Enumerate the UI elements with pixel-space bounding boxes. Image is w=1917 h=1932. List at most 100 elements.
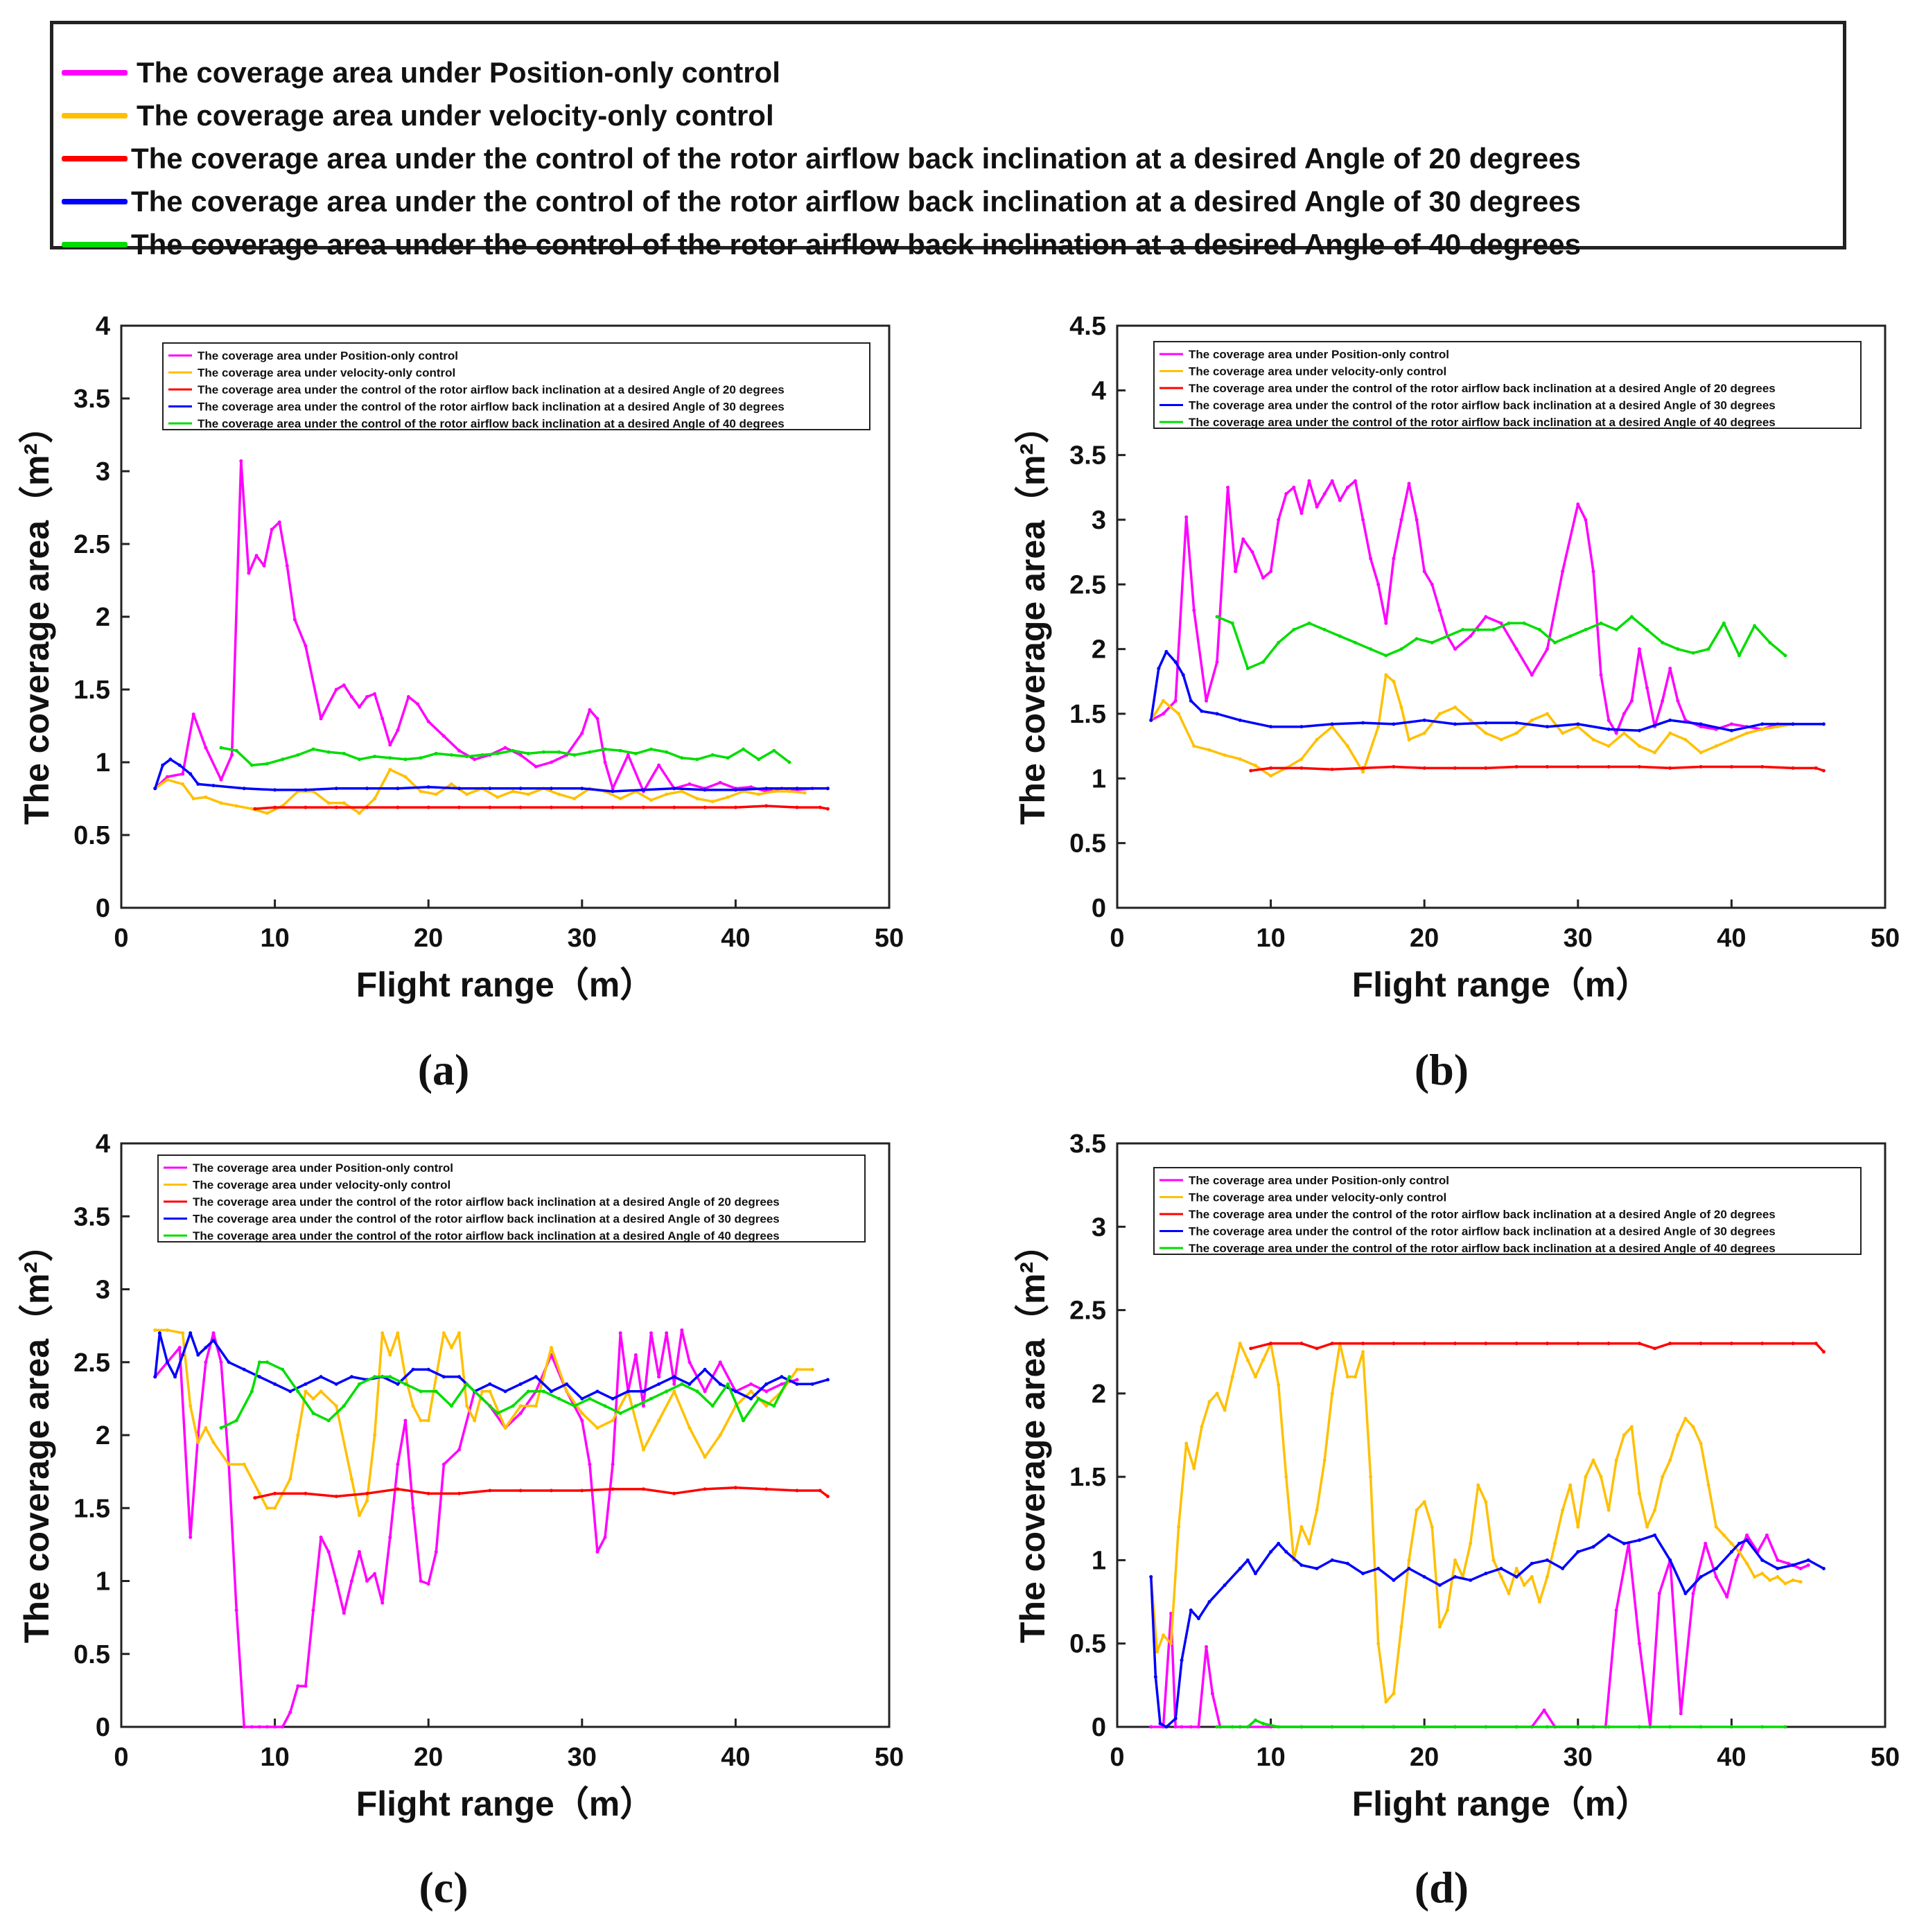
data-point bbox=[304, 1491, 308, 1495]
mini-legend-label: The coverage area under velocity-only co… bbox=[1189, 1191, 1446, 1204]
mini-legend: The coverage area under Position-only co… bbox=[157, 1154, 866, 1242]
data-point bbox=[1164, 1725, 1168, 1729]
data-point bbox=[695, 1389, 699, 1394]
data-point bbox=[1299, 1725, 1304, 1729]
data-point bbox=[1545, 1725, 1549, 1729]
data-point bbox=[1369, 1475, 1373, 1479]
data-point bbox=[1430, 582, 1434, 586]
data-point bbox=[549, 1488, 553, 1493]
data-point bbox=[1706, 647, 1710, 651]
data-point bbox=[787, 1375, 791, 1379]
data-point bbox=[657, 1375, 661, 1379]
data-point bbox=[1676, 699, 1680, 703]
data-point bbox=[334, 805, 338, 809]
data-point bbox=[1177, 712, 1181, 716]
data-point bbox=[1223, 1408, 1227, 1412]
data-point bbox=[1153, 1675, 1157, 1679]
data-point bbox=[1453, 722, 1458, 726]
data-point bbox=[1545, 765, 1549, 769]
data-point bbox=[254, 554, 259, 558]
data-point bbox=[288, 1477, 292, 1481]
legend-label: The coverage area under the control of t… bbox=[131, 142, 1581, 175]
data-point bbox=[396, 787, 400, 791]
data-point bbox=[1173, 699, 1178, 703]
data-point bbox=[311, 1396, 315, 1400]
data-point bbox=[1768, 640, 1772, 644]
data-point bbox=[247, 571, 251, 575]
data-point bbox=[1737, 653, 1741, 658]
mini-legend-label: The coverage area under the control of t… bbox=[1189, 382, 1776, 395]
data-point bbox=[580, 787, 584, 791]
data-point bbox=[449, 782, 453, 786]
data-point bbox=[1230, 1725, 1234, 1729]
data-point bbox=[595, 1549, 599, 1554]
data-point bbox=[718, 1382, 722, 1386]
data-point bbox=[1173, 1716, 1178, 1721]
data-point bbox=[1699, 1441, 1703, 1446]
data-point bbox=[1576, 1525, 1580, 1529]
x-tick-label: 20 bbox=[1410, 1743, 1439, 1772]
mini-legend-frame bbox=[1153, 1167, 1862, 1255]
data-point bbox=[1676, 1433, 1680, 1437]
data-point bbox=[1253, 1375, 1257, 1379]
data-point bbox=[611, 805, 615, 809]
data-point bbox=[1299, 1525, 1304, 1529]
data-point bbox=[611, 1396, 615, 1400]
data-point bbox=[1345, 1375, 1349, 1379]
legend-label: The coverage area under velocity-only co… bbox=[137, 99, 774, 132]
mini-legend: The coverage area under Position-only co… bbox=[1153, 341, 1862, 429]
data-point bbox=[1679, 1712, 1683, 1716]
series-line-5 bbox=[220, 746, 791, 766]
data-point bbox=[1714, 1525, 1718, 1529]
data-point bbox=[273, 1725, 277, 1729]
data-point bbox=[710, 1404, 715, 1408]
data-point bbox=[703, 1389, 707, 1394]
data-point bbox=[189, 1535, 193, 1539]
data-point bbox=[480, 1389, 484, 1394]
data-point bbox=[1729, 722, 1733, 726]
data-point bbox=[1683, 737, 1688, 741]
data-point bbox=[1376, 582, 1381, 586]
data-point bbox=[1760, 722, 1765, 726]
data-point bbox=[1729, 765, 1733, 769]
data-point bbox=[657, 763, 661, 767]
data-point bbox=[1245, 1358, 1250, 1362]
data-point bbox=[196, 1441, 200, 1445]
data-point bbox=[1699, 1725, 1703, 1729]
data-point bbox=[1484, 615, 1488, 619]
x-tick-label: 10 bbox=[260, 924, 289, 953]
data-point bbox=[296, 1684, 300, 1688]
data-point bbox=[1622, 712, 1626, 716]
x-tick-label: 30 bbox=[1564, 924, 1593, 953]
data-point bbox=[1607, 1342, 1611, 1346]
mini-legend-label: The coverage area under the control of t… bbox=[1189, 1225, 1776, 1238]
data-point bbox=[396, 1331, 400, 1335]
data-point bbox=[242, 1462, 246, 1466]
data-point bbox=[191, 797, 195, 800]
data-point bbox=[1699, 1574, 1703, 1579]
data-point bbox=[253, 807, 257, 811]
data-point bbox=[1545, 725, 1549, 729]
x-tick-label: 50 bbox=[1871, 1743, 1900, 1772]
data-point bbox=[1249, 769, 1253, 773]
panel-label: (c) bbox=[419, 1863, 468, 1912]
data-point bbox=[1760, 727, 1765, 731]
data-point bbox=[795, 805, 799, 809]
data-point bbox=[1299, 511, 1304, 516]
data-point bbox=[311, 747, 315, 751]
data-point bbox=[810, 1367, 814, 1371]
data-point bbox=[1345, 1561, 1349, 1565]
data-point bbox=[1307, 621, 1311, 625]
data-point bbox=[1437, 712, 1442, 716]
data-point bbox=[153, 787, 157, 791]
mini-legend-label: The coverage area under Position-only co… bbox=[193, 1161, 453, 1175]
data-point bbox=[603, 747, 607, 751]
data-point bbox=[342, 1611, 346, 1615]
y-tick-label: 3.5 bbox=[73, 385, 110, 414]
data-point bbox=[1437, 1583, 1442, 1588]
data-point bbox=[1361, 770, 1365, 774]
data-point bbox=[603, 1404, 607, 1408]
data-point bbox=[449, 1404, 453, 1408]
data-point bbox=[1653, 1533, 1657, 1537]
data-point bbox=[1469, 718, 1473, 722]
